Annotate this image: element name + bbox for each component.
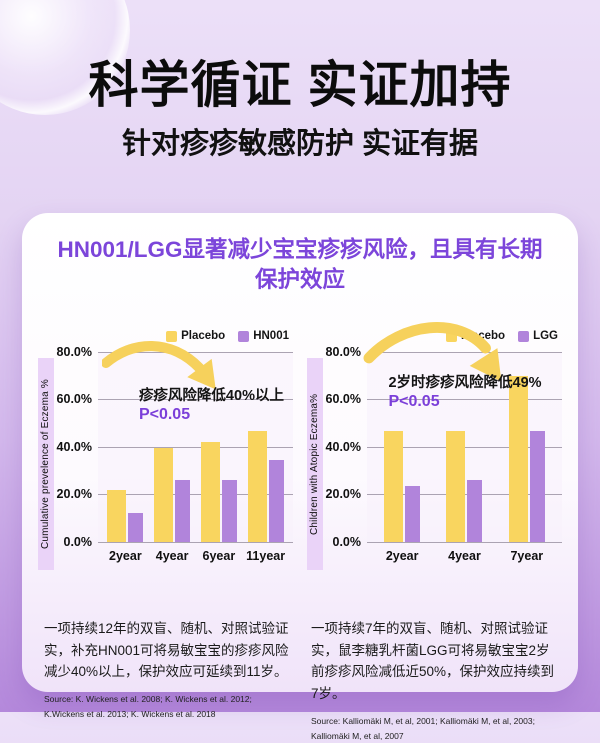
p-value: P<0.05 (138, 406, 191, 424)
bar-placebo (508, 375, 528, 542)
footnote-source: Source: K. Wickens et al. 2008; K. Wicke… (44, 694, 252, 719)
plot-area: 2岁时疹疹风险降低49% P<0.05 2year 4year 7year (363, 321, 562, 563)
legend: Placebo LGG (307, 330, 558, 343)
y-tick-label: 0.0% (332, 534, 362, 549)
card-title: HN001/LGG显著减少宝宝疹疹风险，且具有长期保护效应 (57, 237, 543, 293)
y-axis-ticks: 80.0% 60.0% 40.0% 20.0% 0.0% (323, 345, 367, 549)
bar-lgg (467, 480, 483, 542)
legend-swatch-lgg (518, 330, 530, 342)
gridline (98, 446, 293, 448)
bar-group: 2year (107, 352, 144, 563)
page-header: 科学循证 实证加持 针对疹疹敏感防护 实证有据 (0, 0, 600, 161)
x-tick-label: 4year (448, 548, 481, 563)
bar-group: 6year (200, 352, 237, 563)
footnote-hn001: 一项持续12年的双盲、随机、对照试验证实，补充HN001可将易敏宝宝的疹疹风险减… (44, 618, 289, 743)
footnotes-row: 一项持续12年的双盲、随机、对照试验证实，补充HN001可将易敏宝宝的疹疹风险减… (38, 618, 562, 743)
legend-swatch-hn001 (238, 330, 250, 342)
annotation-text: 疹疹风险降低40%以上 (138, 388, 284, 405)
y-tick-label: 40.0% (56, 439, 92, 454)
bar-placebo (107, 489, 127, 542)
bar-placebo (247, 431, 267, 542)
bar-group: 4year (154, 352, 191, 563)
footnote-source: Source: Kalliomäki M, et al, 2001; Kalli… (311, 716, 535, 741)
bar-hn001 (221, 480, 237, 542)
gridline (367, 399, 562, 401)
chart-annotation: 疹疹风险降低40%以上 P<0.05 (139, 384, 284, 424)
bar-placebo (446, 431, 466, 542)
bar-hn001 (268, 459, 284, 542)
bar-placebo (200, 442, 220, 542)
charts-row: Placebo HN001 Cumulative prevelence of E… (38, 321, 562, 570)
chart-hn001: Placebo HN001 Cumulative prevelence of E… (38, 330, 293, 570)
p-value: P<0.05 (388, 392, 440, 410)
y-axis-title: Cumulative prevelence of Eczema % (38, 357, 54, 570)
legend-label: LGG (533, 330, 558, 343)
footnote-text: 一项持续12年的双盲、随机、对照试验证实，补充HN001可将易敏宝宝的疹疹风险减… (44, 620, 289, 680)
plot-area: 疹疹风险降低40%以上 P<0.05 2year 4year 6year 11year (98, 340, 293, 563)
legend-swatch-placebo (166, 330, 178, 342)
bar-hn001 (128, 513, 144, 542)
y-tick-label: 0.0% (63, 534, 93, 549)
bar-group: 7year (508, 352, 545, 563)
footnote-lgg: 一项持续7年的双盲、随机、对照试验证实，鼠李糖乳杆菌LGG可将易敏宝宝2岁前疹疹… (311, 618, 556, 743)
footnote-text: 一项持续7年的双盲、随机、对照试验证实，鼠李糖乳杆菌LGG可将易敏宝宝2岁前疹疹… (311, 620, 555, 702)
chart-body: Cumulative prevelence of Eczema % 80.0% 6… (38, 340, 293, 570)
y-tick-label: 20.0% (56, 487, 92, 502)
bar-lgg (405, 485, 421, 542)
legend-item-lgg: LGG (518, 330, 558, 343)
chart-lgg: Placebo LGG Children with Atopic Eczema%… (307, 321, 562, 570)
bar-group: 4year (446, 352, 483, 563)
page-subtitle: 针对疹疹敏感防护 实证有据 (121, 128, 479, 160)
legend-label: Placebo (460, 330, 506, 343)
x-tick-label: 6year (202, 548, 236, 563)
chart-annotation: 2岁时疹疹风险降低49% P<0.05 (388, 371, 541, 411)
gridline (98, 541, 293, 543)
bar-lgg (529, 431, 545, 542)
bar-groups: 2year 4year 6year 11year (98, 352, 293, 563)
bar-group: 2year (384, 352, 421, 563)
legend-item-placebo: Placebo (445, 330, 506, 343)
gridline (98, 494, 293, 496)
x-tick-label: 11year (246, 548, 286, 563)
y-tick-label: 80.0% (325, 344, 361, 359)
y-tick-label: 60.0% (56, 392, 92, 407)
legend-label: Placebo (181, 330, 226, 343)
bar-hn001 (175, 480, 191, 542)
x-tick-label: 2year (385, 548, 419, 563)
legend: Placebo HN001 (38, 330, 289, 343)
chart-body: Children with Atopic Eczema% 80.0% 60.0% 4… (307, 321, 562, 570)
bar-placebo (384, 431, 404, 542)
legend-item-placebo: Placebo (166, 330, 225, 343)
y-tick-label: 20.0% (325, 487, 361, 502)
bar-groups: 2year 4year 7year (367, 352, 562, 563)
y-tick-label: 80.0% (56, 344, 92, 359)
bar-placebo (154, 447, 174, 542)
gridline (98, 399, 293, 401)
y-axis-ticks: 80.0% 60.0% 40.0% 20.0% 0.0% (54, 345, 98, 549)
page-title: 科学循证 实证加持 (88, 57, 512, 113)
x-tick-label: 2year (109, 548, 142, 563)
y-tick-label: 40.0% (325, 439, 361, 454)
evidence-card: HN001/LGG显著减少宝宝疹疹风险，且具有长期保护效应 Placebo HN… (22, 213, 578, 741)
x-tick-label: 4year (155, 548, 189, 563)
legend-item-hn001: HN001 (238, 330, 289, 343)
y-axis-title: Children with Atopic Eczema% (307, 357, 323, 570)
legend-label: HN001 (253, 330, 289, 343)
y-tick-label: 60.0% (325, 392, 361, 407)
x-tick-label: 7year (510, 548, 544, 563)
bar-group: 11year (246, 352, 285, 563)
gridline (367, 541, 562, 543)
annotation-text: 2岁时疹疹风险降低49% (388, 374, 542, 391)
legend-swatch-placebo (445, 330, 457, 342)
